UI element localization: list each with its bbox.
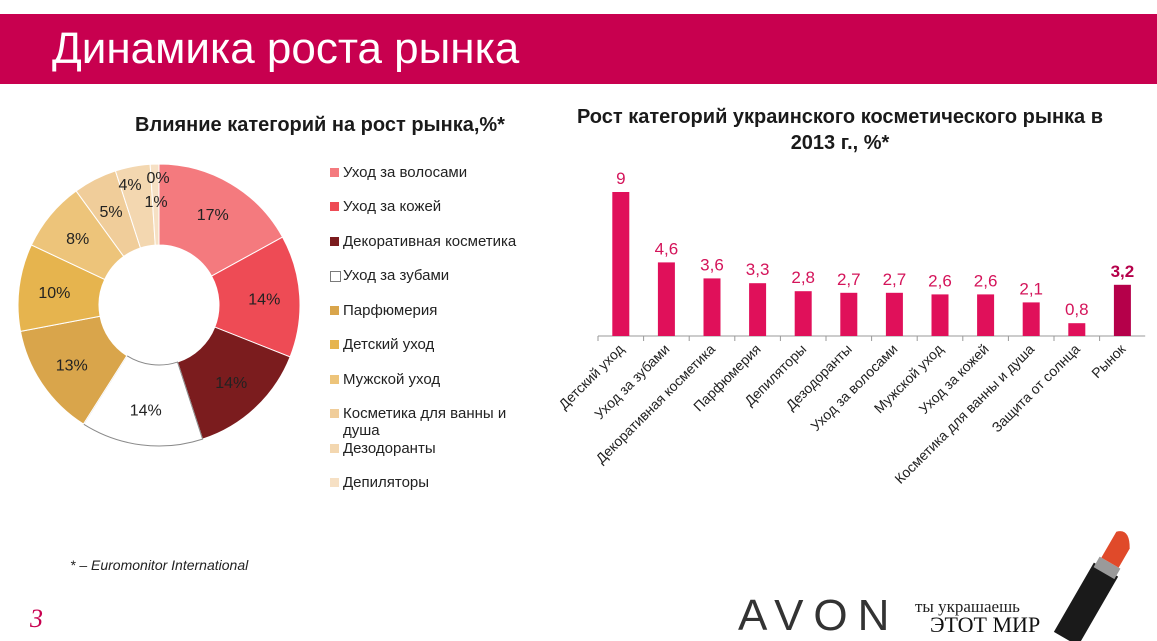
donut-data-label: 14% xyxy=(215,375,247,392)
bar-data-label: 0,8 xyxy=(1065,300,1089,319)
bar xyxy=(657,262,675,336)
bar-data-label: 2,8 xyxy=(791,268,815,287)
legend-label: Косметика для ванны и душа xyxy=(343,405,507,439)
donut-data-label: 1% xyxy=(144,194,167,211)
lipstick-image xyxy=(1053,531,1130,641)
legend-label: Дезодоранты xyxy=(343,440,436,457)
bar-data-label: 2,7 xyxy=(883,270,907,289)
bar-data-label: 3,3 xyxy=(746,260,770,279)
legend-label: Детский уход xyxy=(343,336,435,353)
legend-label: Парфюмерия xyxy=(343,302,438,319)
bar-data-label: 2,7 xyxy=(837,270,861,289)
bar-chart-title: Рост категорий украинского косметическог… xyxy=(576,106,1104,154)
slogan-line-2: ЭТОТ МИР xyxy=(930,612,1041,637)
bar-data-label: 2,1 xyxy=(1019,279,1043,298)
donut-chart-title: Влияние категорий на рост рынка,%* xyxy=(135,114,505,136)
donut-data-label: 14% xyxy=(130,403,162,420)
legend-swatch xyxy=(330,444,339,453)
bar xyxy=(749,283,767,336)
bar xyxy=(703,278,721,336)
bar xyxy=(1022,302,1040,336)
bar xyxy=(794,291,812,336)
bar-data-label: 2,6 xyxy=(928,271,952,290)
legend-label: Уход за волосами xyxy=(343,164,468,181)
donut-data-label: 8% xyxy=(66,231,89,248)
footnote: * – Euromonitor International xyxy=(70,557,249,573)
bar-data-label: 3,6 xyxy=(700,255,724,274)
slogan-line-1: ты украшаешь xyxy=(915,597,1020,616)
legend-label: Декоративная косметика xyxy=(343,233,517,250)
legend-label: Мужской уход xyxy=(343,371,441,388)
donut-slice xyxy=(158,163,284,277)
avon-logo: AVON xyxy=(738,591,900,640)
bar-data-label: 3,2 xyxy=(1111,262,1135,281)
legend-swatch xyxy=(330,306,339,315)
bar xyxy=(931,294,949,336)
header-bar: Динамика роста рынка xyxy=(0,14,1157,84)
donut-data-label: 5% xyxy=(100,204,123,221)
donut-chart: 17% 14% 14% 14% 13% 10% 8% 5% 4%1% 0% xyxy=(17,163,301,447)
page-number: 3 xyxy=(30,604,43,633)
x-tick-label: Защита от солнца xyxy=(988,341,1083,436)
legend-swatch xyxy=(330,409,339,418)
bar-data-label: 9 xyxy=(616,169,625,188)
bar-data-label: 2,6 xyxy=(974,271,998,290)
donut-slice xyxy=(149,163,160,246)
x-tick-label: Рынок xyxy=(1088,340,1129,381)
donut-data-label: 10% xyxy=(38,285,70,302)
legend-label: Уход за зубами xyxy=(343,267,450,284)
bar xyxy=(840,292,858,336)
legend-swatch xyxy=(330,340,339,349)
donut-data-label: 14% xyxy=(248,291,280,308)
legend-label: Уход за кожей xyxy=(343,198,442,215)
bar xyxy=(1113,284,1131,336)
bar xyxy=(1068,323,1086,336)
legend-swatch xyxy=(330,168,339,177)
bar-data-label: 4,6 xyxy=(655,239,679,258)
donut-data-label: 13% xyxy=(56,357,88,374)
legend-swatch xyxy=(330,375,339,384)
donut-data-label: 4% xyxy=(118,177,141,194)
legend-swatch xyxy=(330,271,341,282)
donut-data-label: 0% xyxy=(146,170,169,187)
legend-label: Депиляторы xyxy=(343,474,430,491)
legend-swatch xyxy=(330,202,339,211)
bar xyxy=(612,192,630,336)
donut-data-label: 17% xyxy=(197,207,229,224)
bar xyxy=(885,292,903,336)
bar xyxy=(977,294,995,336)
x-tick-label: Уход за волосами xyxy=(807,341,900,434)
page-title: Динамика роста рынка xyxy=(52,24,520,73)
legend-swatch xyxy=(330,478,339,487)
legend-swatch xyxy=(330,237,339,246)
